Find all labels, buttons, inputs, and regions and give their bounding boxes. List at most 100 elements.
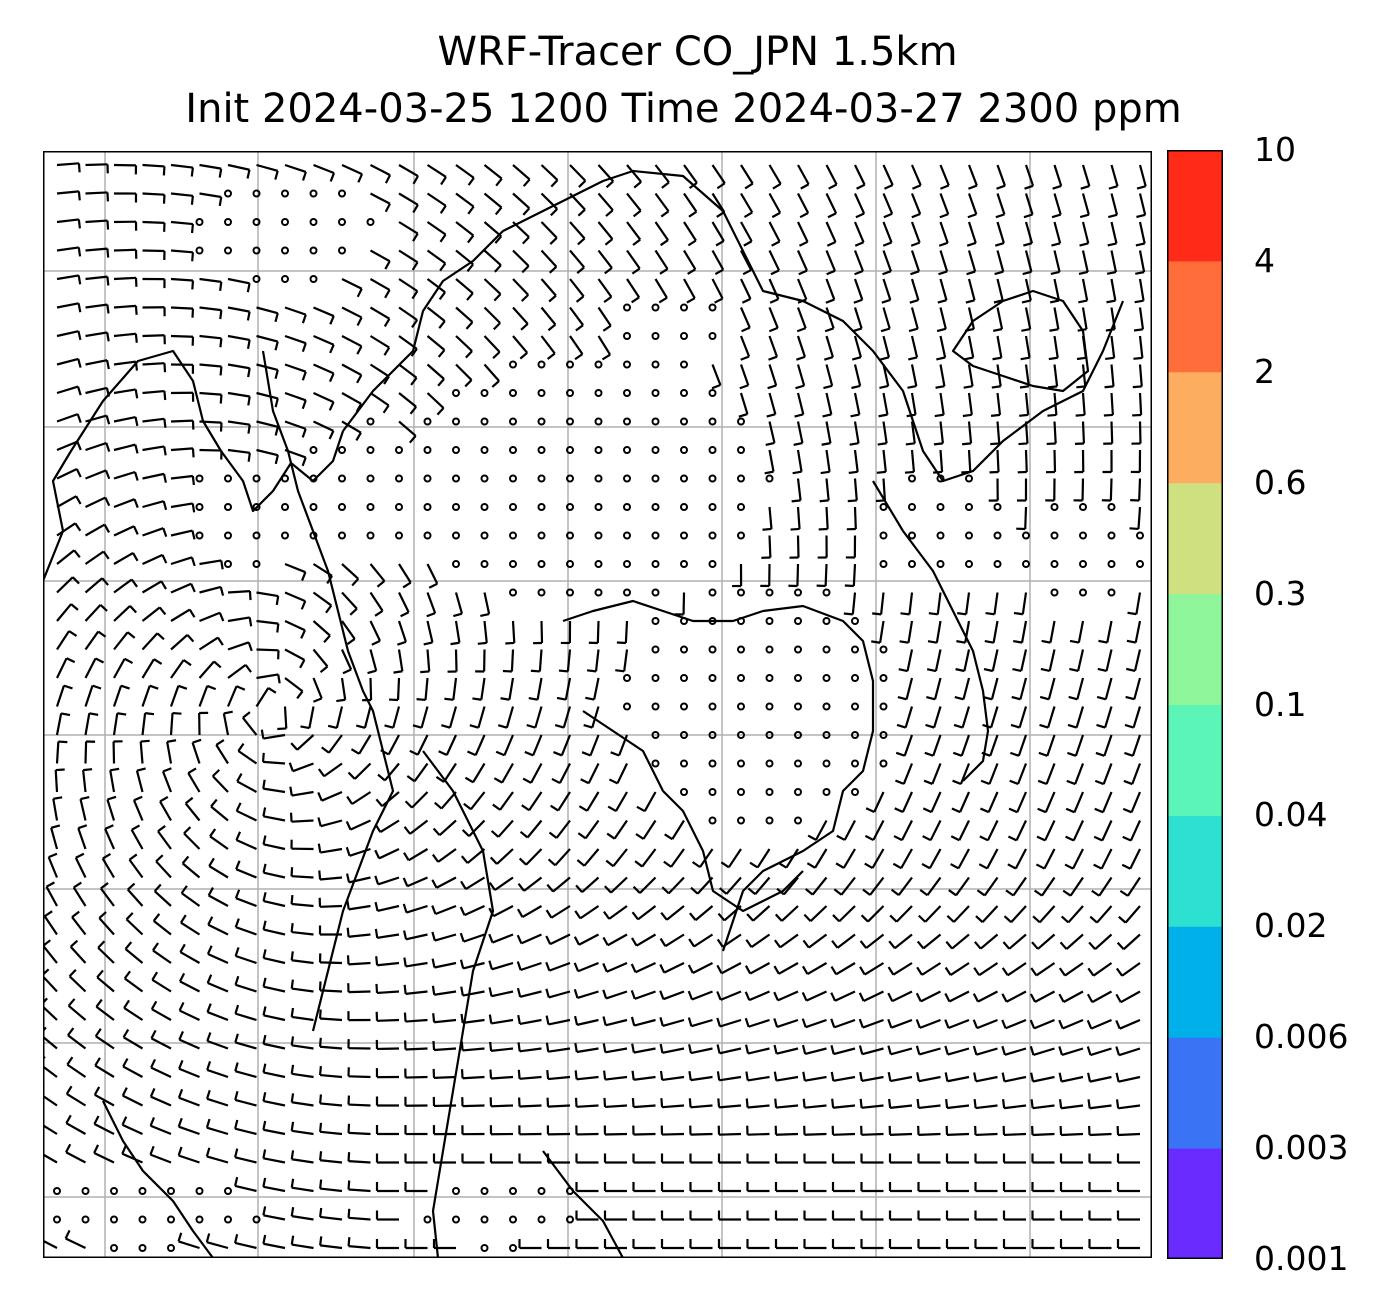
wind-barb — [1001, 1018, 1027, 1030]
wind-barb — [170, 192, 194, 205]
wind-barb — [157, 825, 172, 850]
wind-barb — [341, 620, 356, 646]
wind-barb — [346, 791, 372, 805]
wind-barb — [432, 1068, 457, 1079]
wind-barb — [234, 1148, 257, 1164]
wind-barb — [978, 848, 999, 870]
wind-barb — [1130, 478, 1142, 502]
wind-barb — [825, 278, 836, 304]
wind-barb — [851, 335, 862, 361]
calm-marker — [1107, 588, 1116, 597]
wind-barb — [906, 392, 917, 418]
wind-barb — [574, 1070, 599, 1081]
wind-barb — [945, 1098, 970, 1110]
wind-barb — [908, 335, 919, 361]
coastline-japan-sea-north — [342, 169, 1125, 483]
wind-barb — [444, 677, 458, 701]
wind-barb — [1001, 1045, 1027, 1056]
calm-marker — [1050, 531, 1059, 540]
wind-barb — [1058, 1046, 1084, 1057]
wind-barb — [746, 905, 771, 922]
calm-marker — [566, 531, 574, 540]
wind-barb — [616, 620, 629, 645]
wind-barb — [1077, 307, 1088, 332]
wind-barb — [170, 277, 195, 290]
wind-barb — [464, 762, 486, 784]
wind-barb — [500, 677, 515, 701]
wind-barb — [426, 278, 446, 301]
wind-barb — [820, 449, 831, 475]
wind-barb — [170, 220, 194, 234]
wind-barb — [227, 641, 253, 652]
wind-barb — [1116, 1125, 1141, 1137]
calm-marker — [423, 446, 432, 454]
wind-barb — [853, 250, 864, 276]
wind-barb — [142, 277, 166, 289]
wind-barb — [548, 819, 571, 839]
wind-barb — [858, 1018, 884, 1029]
calm-marker — [936, 560, 945, 568]
colorbar-segment — [1167, 704, 1223, 816]
wind-barb — [606, 819, 628, 840]
calm-marker — [509, 503, 517, 511]
wind-barb — [689, 1182, 713, 1193]
wind-barb — [170, 659, 192, 679]
wind-barb — [1115, 1099, 1141, 1110]
wind-barb — [85, 247, 110, 258]
wind-barb — [888, 1210, 912, 1221]
wind-barb — [393, 649, 404, 674]
wind-barb — [459, 932, 485, 943]
wind-barb — [208, 857, 229, 879]
wind-barb — [990, 392, 1002, 417]
calm-marker — [651, 503, 660, 511]
coastline-shikoku — [582, 710, 804, 913]
wind-barb — [858, 990, 884, 1002]
wind-barb — [450, 620, 461, 646]
wind-barb — [746, 1210, 770, 1221]
wind-barb — [1023, 193, 1034, 219]
wind-barb — [797, 164, 810, 190]
wind-barb — [877, 421, 888, 446]
wind-barb — [318, 953, 343, 965]
wind-barb — [1059, 1125, 1084, 1137]
colorbar-segment — [1167, 1037, 1223, 1149]
calm-marker — [281, 503, 289, 511]
wind-barb — [483, 164, 503, 187]
wind-barb — [844, 563, 857, 588]
calm-marker — [794, 645, 802, 654]
wind-barb — [1001, 962, 1027, 977]
calm-marker — [794, 617, 802, 625]
wind-barb — [375, 1210, 399, 1221]
wind-barb — [890, 876, 913, 896]
wind-barb — [483, 192, 503, 216]
wind-barb — [1012, 649, 1028, 673]
wind-barb — [369, 278, 391, 299]
wind-barb — [1030, 1072, 1055, 1083]
wind-barb — [1038, 734, 1056, 757]
wind-barb — [438, 734, 457, 756]
coastline-east-boso — [872, 480, 990, 782]
wind-barb — [717, 1125, 742, 1136]
wind-barb — [426, 335, 446, 358]
wind-barb — [540, 278, 557, 303]
wind-barb — [850, 392, 861, 418]
wind-barb — [113, 276, 138, 287]
wind-barb — [907, 364, 918, 389]
wind-barb — [1051, 221, 1062, 247]
wind-barb — [341, 392, 363, 413]
wind-barb — [683, 249, 697, 275]
wind-barb — [1009, 763, 1028, 786]
wind-barb — [864, 848, 885, 870]
wind-barb — [284, 677, 304, 700]
wind-barb — [150, 1058, 172, 1078]
wind-barb — [345, 819, 371, 831]
wind-barb — [831, 933, 856, 949]
wind-barb — [517, 1069, 542, 1080]
calm-marker — [879, 731, 888, 739]
wind-barb — [1010, 706, 1028, 729]
wind-barb — [113, 552, 139, 565]
wind-barb — [142, 417, 167, 428]
calm-marker — [708, 417, 717, 426]
calm-marker — [224, 189, 232, 198]
wind-barb — [290, 734, 315, 751]
